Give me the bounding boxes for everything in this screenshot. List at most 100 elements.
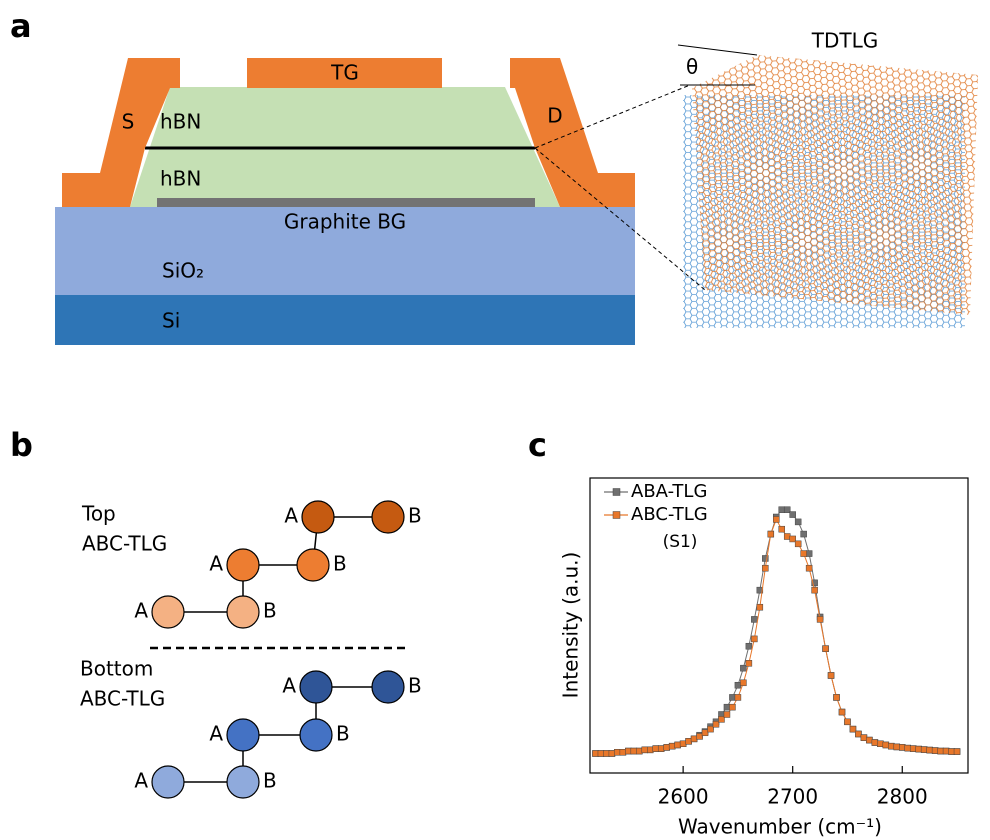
data-point — [921, 747, 927, 753]
data-point — [603, 750, 609, 756]
data-point — [888, 743, 894, 749]
atom — [372, 501, 404, 533]
data-point — [729, 704, 735, 710]
data-point — [828, 672, 834, 678]
atom — [300, 671, 332, 703]
data-point — [686, 738, 692, 744]
data-point — [669, 743, 675, 749]
data-point — [806, 551, 812, 557]
data-point — [943, 748, 949, 754]
data-point — [806, 565, 812, 571]
data-point — [751, 616, 757, 622]
data-point — [653, 746, 659, 752]
label: Graphite BG — [284, 210, 406, 234]
label: ABC-TLG — [82, 532, 167, 556]
data-point — [592, 750, 598, 756]
label: Si — [162, 309, 180, 333]
label: ABC-TLG — [80, 687, 165, 711]
data-point — [697, 733, 703, 739]
data-point — [740, 680, 746, 686]
data-point — [834, 694, 840, 700]
data-point — [625, 748, 631, 754]
atom — [227, 596, 259, 628]
site-label: A — [209, 722, 223, 746]
label: D — [547, 104, 562, 128]
label: S — [122, 110, 135, 134]
data-point — [954, 749, 960, 755]
data-point — [702, 730, 708, 736]
data-point — [620, 749, 626, 755]
atom — [227, 719, 259, 751]
data-point — [784, 507, 790, 513]
data-point — [751, 636, 757, 642]
data-point — [899, 744, 905, 750]
top-lattice — [692, 55, 978, 315]
stacking-diagram: ABABABABABAB — [134, 501, 421, 798]
site-label: B — [263, 599, 277, 623]
data-point — [932, 748, 938, 754]
data-point — [718, 716, 724, 722]
atom — [302, 501, 334, 533]
data-point — [795, 541, 801, 547]
site-label: B — [408, 504, 422, 528]
data-point — [861, 735, 867, 741]
data-point — [801, 531, 807, 537]
data-point — [631, 748, 637, 754]
data-point — [790, 512, 796, 518]
label: Bottom — [80, 657, 153, 681]
atom — [372, 671, 404, 703]
legend-note: (S1) — [663, 532, 698, 552]
graphite-gate — [157, 198, 535, 207]
data-point — [844, 719, 850, 725]
x-tick-label: 2700 — [767, 785, 818, 809]
data-point — [691, 736, 697, 742]
data-point — [713, 721, 719, 727]
legend-marker — [613, 489, 620, 496]
atom — [297, 549, 329, 581]
data-point — [866, 737, 872, 743]
data-point — [724, 704, 730, 710]
panel-label: b — [10, 426, 33, 464]
data-point — [680, 741, 686, 747]
label: TDTLG — [811, 29, 878, 53]
data-point — [664, 744, 670, 750]
legend-label: ABC-TLG — [631, 504, 708, 525]
data-point — [894, 744, 900, 750]
data-point — [746, 643, 752, 649]
label: hBN — [160, 110, 201, 134]
site-label: A — [282, 674, 296, 698]
data-point — [883, 742, 889, 748]
site-label: B — [333, 552, 347, 576]
panel-label: a — [10, 7, 32, 45]
data-point — [927, 747, 933, 753]
data-point — [773, 516, 779, 522]
series-line — [595, 519, 957, 753]
legend-marker — [613, 512, 620, 519]
data-point — [790, 536, 796, 542]
data-point — [724, 711, 730, 717]
label: TG — [330, 61, 359, 85]
atom — [300, 719, 332, 751]
data-point — [949, 749, 955, 755]
data-point — [801, 551, 807, 557]
data-point — [647, 747, 653, 753]
data-point — [812, 587, 818, 593]
data-point — [746, 660, 752, 666]
data-point — [855, 731, 861, 737]
data-point — [910, 746, 916, 752]
data-point — [642, 747, 648, 753]
si-layer — [55, 295, 635, 345]
atom — [227, 766, 259, 798]
data-point — [779, 507, 785, 513]
data-point — [675, 742, 681, 748]
data-point — [609, 750, 615, 756]
data-point — [658, 746, 664, 752]
figure: a TG S D hBN hBN Graphite BG SiO₂ Si θ T… — [0, 0, 990, 840]
data-point — [779, 526, 785, 532]
data-point — [735, 694, 741, 700]
data-point — [729, 694, 735, 700]
data-point — [636, 748, 642, 754]
label: SiO₂ — [162, 259, 204, 283]
site-label: B — [408, 674, 422, 698]
